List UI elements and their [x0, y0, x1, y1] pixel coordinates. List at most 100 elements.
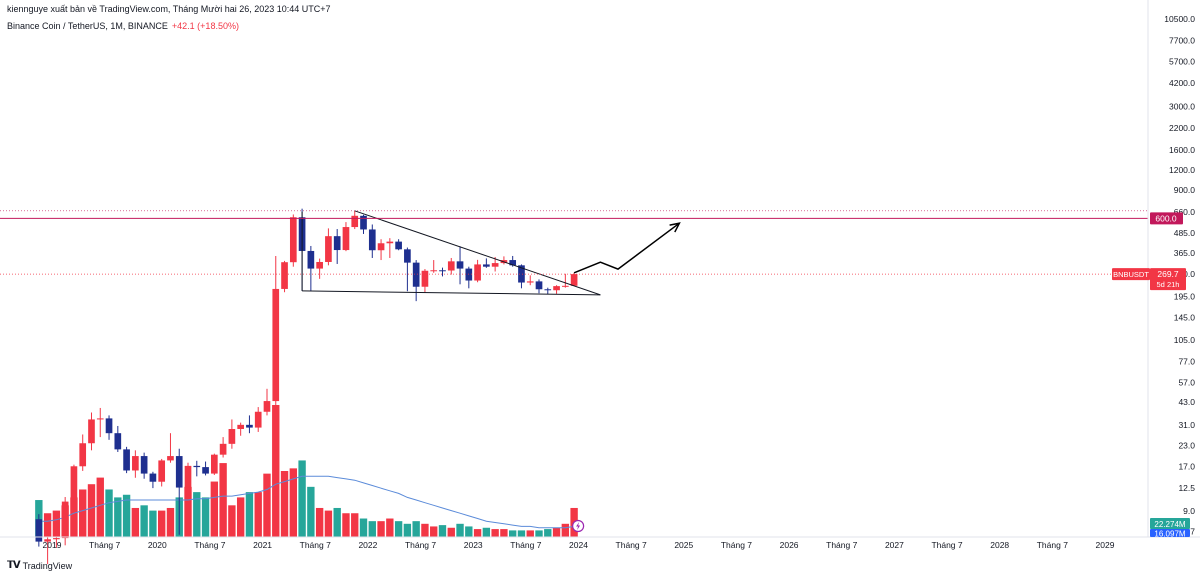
price-tag-bg: [1150, 268, 1186, 291]
time-tick-label: Tháng 7: [405, 540, 436, 550]
volume-bar: [122, 494, 131, 537]
volume-bar: [193, 492, 201, 537]
candle-body: [184, 465, 192, 488]
countdown-label: 5d 21h: [1157, 280, 1180, 289]
candle-body: [474, 264, 481, 281]
volume-bar: [70, 497, 78, 537]
volume-bar: [491, 529, 499, 537]
candle: [149, 471, 157, 489]
candle: [44, 532, 51, 565]
drawings-layer[interactable]: [301, 210, 681, 296]
price-tick-label: 9.0: [1183, 506, 1195, 516]
volume-bar: [544, 529, 552, 537]
time-tick-label: 2022: [358, 540, 377, 550]
volume-bar: [526, 530, 534, 537]
triangle-lower-trendline[interactable]: [302, 290, 601, 296]
candle-body: [140, 456, 148, 474]
level-tag-label: 600.0: [1155, 213, 1177, 223]
price-tick-label: 145.0: [1174, 312, 1196, 322]
price-tick-label: 23.0: [1178, 441, 1195, 451]
time-tick-label: Tháng 7: [300, 540, 331, 550]
volume-bar: [79, 489, 87, 537]
symbol-tag-bg: [1112, 268, 1150, 281]
candle: [35, 514, 43, 547]
candle-body: [88, 419, 95, 444]
candle-body: [333, 236, 341, 251]
volume-bar: [465, 526, 473, 537]
volume-bar: [228, 505, 236, 537]
candle-body: [123, 449, 130, 471]
symbol-legend: Binance Coin / TetherUS, 1M, BINANCE +42.…: [7, 21, 239, 31]
candle-body: [316, 261, 323, 269]
candle-body: [439, 270, 446, 272]
volume-bar: [456, 523, 464, 537]
volume-bar: [315, 507, 324, 537]
candle: [175, 448, 183, 535]
time-tick-label: Tháng 7: [1037, 540, 1068, 550]
candle: [88, 412, 95, 451]
volume-bar: [307, 486, 315, 537]
price-tick-label: 660.0: [1174, 207, 1196, 217]
candle-body: [228, 429, 236, 444]
candle-body: [351, 215, 359, 228]
price-tick-label: 7700.0: [1169, 36, 1195, 46]
candle: [570, 272, 578, 286]
candle-body: [570, 274, 578, 286]
candle: [79, 434, 87, 471]
candle: [562, 273, 569, 288]
volume-bar: [342, 513, 350, 537]
price-tick-label: 31.0: [1178, 420, 1195, 430]
time-tick-label: Tháng 7: [826, 540, 857, 550]
volume-ma-tag-label: 16.097M: [1154, 530, 1185, 539]
level-tag-bg: [1150, 212, 1183, 225]
volume-tag-label: 22.274M: [1154, 520, 1185, 529]
tradingview-footer[interactable]: 𝗧𝗩 TradingView: [7, 560, 72, 571]
time-tick-label: 2024: [569, 540, 588, 550]
time-tick-label: Tháng 7: [616, 540, 647, 550]
volume-tag-bg: [1150, 518, 1190, 529]
price-tick-label: 485.0: [1174, 228, 1196, 238]
candle-body: [53, 538, 60, 540]
candle-body: [44, 539, 51, 542]
volume-bar: [386, 518, 394, 537]
candle-body: [211, 454, 218, 474]
time-tick-label: Tháng 7: [931, 540, 962, 550]
candle: [158, 458, 166, 487]
projection-arrow-head: [669, 222, 681, 233]
price-axis[interactable]: 10500.0 7700.0 5700.0 4200.0 3000.0 2200.0 160…: [1164, 14, 1195, 537]
candle-body: [96, 418, 104, 420]
volume-bar: [184, 486, 192, 537]
candle: [483, 258, 490, 268]
candle: [289, 214, 297, 267]
projection-path[interactable]: [573, 222, 680, 274]
candle: [228, 419, 236, 449]
horizontal-level-layer[interactable]: [0, 210, 1148, 275]
candle: [325, 228, 332, 266]
candle: [526, 275, 534, 286]
volume-bar: [377, 521, 385, 537]
candle-body: [272, 288, 280, 402]
candle: [193, 460, 201, 477]
volume-bar: [535, 530, 543, 537]
volume-bar: [473, 529, 482, 537]
candle-body: [281, 262, 288, 289]
volume-bar: [131, 507, 140, 537]
candle: [439, 267, 446, 277]
candle: [202, 461, 209, 476]
time-tick-label: 2026: [780, 540, 799, 550]
candle: [412, 260, 420, 302]
time-axis[interactable]: 2019 Tháng 7 2020 Tháng 7 2021 Tháng 7 2022 Thá…: [43, 540, 1115, 550]
volume-bar: [280, 471, 289, 537]
candle-body: [289, 217, 297, 263]
candle-body: [386, 241, 394, 244]
triangle-upper-trendline[interactable]: [354, 210, 601, 296]
candle-body: [518, 265, 525, 283]
candle: [474, 259, 481, 283]
volume-bar: [149, 510, 157, 537]
volume-bar: [561, 523, 570, 537]
candle: [351, 210, 359, 230]
lightning-alert-icon[interactable]: [572, 519, 585, 533]
price-tick-label: 43.0: [1178, 397, 1195, 407]
